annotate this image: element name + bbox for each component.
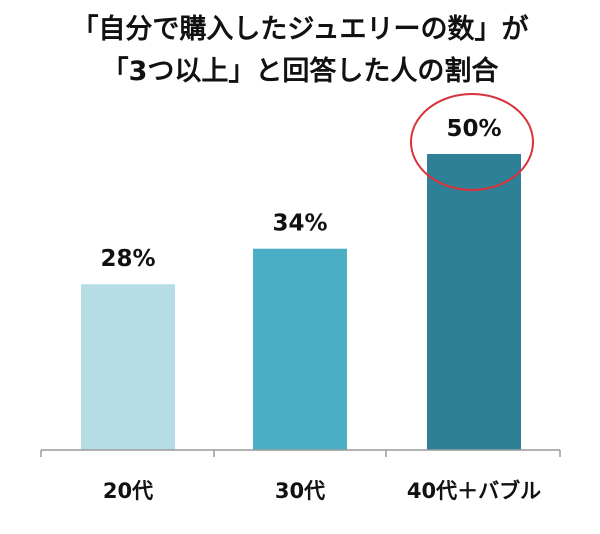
bar-3	[427, 154, 521, 450]
category-label-1: 20代	[103, 479, 153, 503]
data-label-3: 50%	[446, 116, 501, 142]
data-label-1: 28%	[100, 246, 155, 272]
category-label-3: 40代＋バブル	[407, 479, 541, 503]
data-label-2: 34%	[272, 211, 327, 237]
bar-1	[81, 284, 175, 450]
chart-title-line-2: 「3つ以上」と回答した人の割合	[102, 55, 499, 87]
chart-title-line-1: 「自分で購入したジュエリーの数」が	[71, 13, 528, 45]
bar-2	[253, 248, 347, 450]
category-label-2: 30代	[275, 479, 325, 503]
highlight-ring	[410, 93, 534, 191]
